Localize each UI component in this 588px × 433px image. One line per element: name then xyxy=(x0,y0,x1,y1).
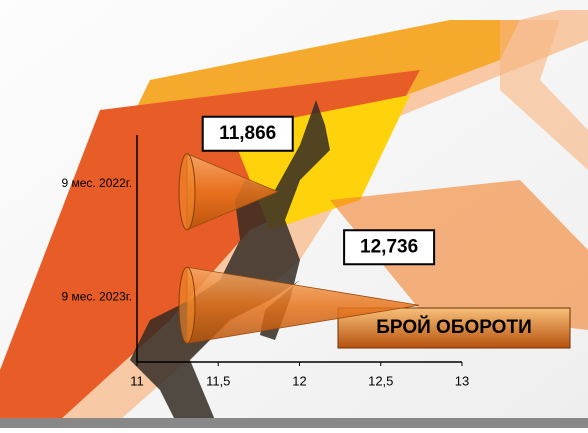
x-tick-label: 12 xyxy=(292,373,306,388)
value-label: 12,736 xyxy=(360,236,418,257)
value-label-box xyxy=(343,229,436,266)
chart-title: БРОЙ ОБОРОТИ xyxy=(376,316,531,338)
value-label: 11,866 xyxy=(219,123,276,144)
x-tick-label: 12,5 xyxy=(368,373,393,388)
cone-base xyxy=(178,266,196,344)
x-tick-label: 13 xyxy=(455,373,469,388)
bottom-bar xyxy=(0,418,588,428)
x-tick-label: 11,5 xyxy=(206,373,230,388)
y-tick-label: 9 мес. 2022г. xyxy=(61,176,132,190)
x-tick-label: 11 xyxy=(130,373,144,388)
value-label-box xyxy=(201,115,294,152)
y-tick-label: 9 мес. 2023г. xyxy=(61,289,132,303)
cone-base xyxy=(178,153,196,231)
title-box xyxy=(337,307,571,349)
decoration xyxy=(0,10,588,420)
